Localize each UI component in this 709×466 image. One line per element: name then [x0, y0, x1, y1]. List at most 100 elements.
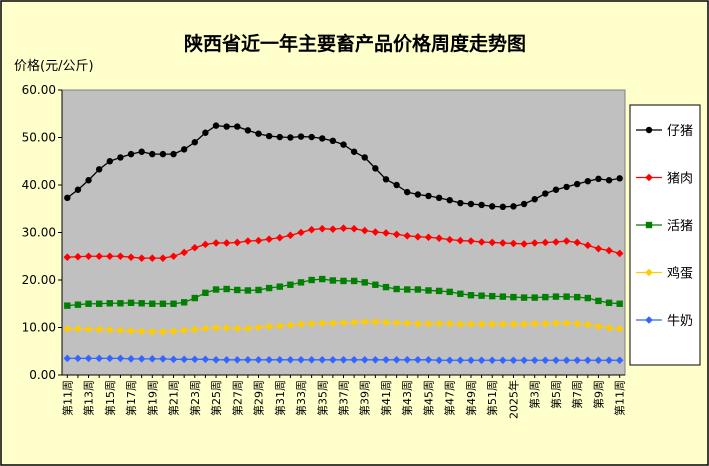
point [360, 356, 369, 364]
point [584, 241, 592, 250]
point [233, 238, 242, 247]
point [414, 232, 422, 241]
point [425, 192, 432, 200]
point [541, 356, 550, 365]
point [605, 299, 613, 306]
point [541, 319, 550, 328]
y-tick-label: 40.00 [22, 178, 56, 192]
point [350, 356, 358, 364]
point [520, 356, 528, 365]
point [137, 327, 146, 336]
x-tick-label: 第39周 [358, 380, 372, 416]
x-tick-label: 第27周 [230, 380, 244, 416]
point [180, 355, 188, 364]
point [393, 181, 400, 189]
point [180, 299, 188, 306]
point [530, 239, 539, 247]
point [254, 356, 263, 364]
point [595, 175, 602, 183]
point [616, 175, 623, 182]
point [552, 238, 560, 246]
point [275, 356, 284, 364]
point [308, 276, 315, 284]
point [360, 226, 369, 235]
point [477, 238, 486, 246]
point [595, 297, 602, 305]
point [286, 356, 295, 364]
point [446, 288, 453, 296]
point [202, 129, 209, 136]
x-tick-label: 第19周 [145, 380, 159, 416]
point [148, 355, 157, 363]
point [286, 321, 295, 329]
point [244, 287, 252, 294]
point [95, 166, 103, 173]
point [74, 301, 82, 308]
point [445, 356, 454, 365]
plot-area [61, 89, 626, 376]
point [85, 177, 92, 184]
point [499, 320, 507, 328]
point [190, 355, 199, 364]
point [510, 293, 517, 301]
x-tick-label: 第21周 [167, 380, 181, 416]
legend-marker [645, 268, 653, 277]
point [180, 146, 188, 153]
point [360, 318, 369, 326]
point [392, 230, 401, 239]
legend-label: 猪肉 [667, 172, 693, 187]
x-tick-label: 第33周 [294, 380, 308, 416]
point [297, 228, 305, 237]
point [329, 225, 337, 233]
point [562, 319, 571, 328]
point [159, 150, 167, 158]
x-tick-label: 第37周 [337, 380, 351, 416]
point [509, 239, 518, 248]
point [95, 325, 103, 334]
point [116, 354, 125, 363]
point [276, 133, 283, 141]
point [563, 183, 570, 191]
point [234, 123, 241, 130]
point [95, 354, 103, 363]
point [456, 236, 465, 245]
point [445, 319, 454, 328]
point [361, 279, 368, 286]
point [84, 325, 93, 334]
point [499, 203, 507, 211]
point [170, 150, 177, 158]
point [584, 294, 592, 302]
point [202, 289, 209, 297]
point [127, 327, 135, 335]
point [424, 233, 433, 242]
point [446, 197, 453, 204]
point [520, 240, 528, 248]
point [382, 283, 390, 291]
point [254, 236, 263, 245]
point [499, 356, 507, 365]
point [84, 252, 93, 261]
point [74, 252, 82, 261]
point [265, 132, 273, 140]
point [319, 275, 326, 283]
point [520, 320, 528, 328]
x-tick-label: 第5周 [549, 380, 563, 409]
point [318, 224, 327, 233]
point [127, 355, 135, 363]
point [170, 300, 177, 307]
point [255, 286, 262, 294]
point [350, 277, 358, 285]
point [489, 292, 496, 300]
point [414, 191, 422, 198]
legend-label: 牛奶 [667, 314, 693, 329]
legend-marker [645, 126, 653, 134]
point [435, 356, 443, 365]
x-tick-label: 第3周 [528, 380, 542, 409]
x-tick-label: 第13周 [82, 380, 96, 416]
point [372, 165, 379, 172]
point [542, 293, 549, 301]
point [541, 238, 550, 247]
point [159, 327, 167, 336]
point [212, 286, 220, 293]
point [605, 356, 613, 365]
